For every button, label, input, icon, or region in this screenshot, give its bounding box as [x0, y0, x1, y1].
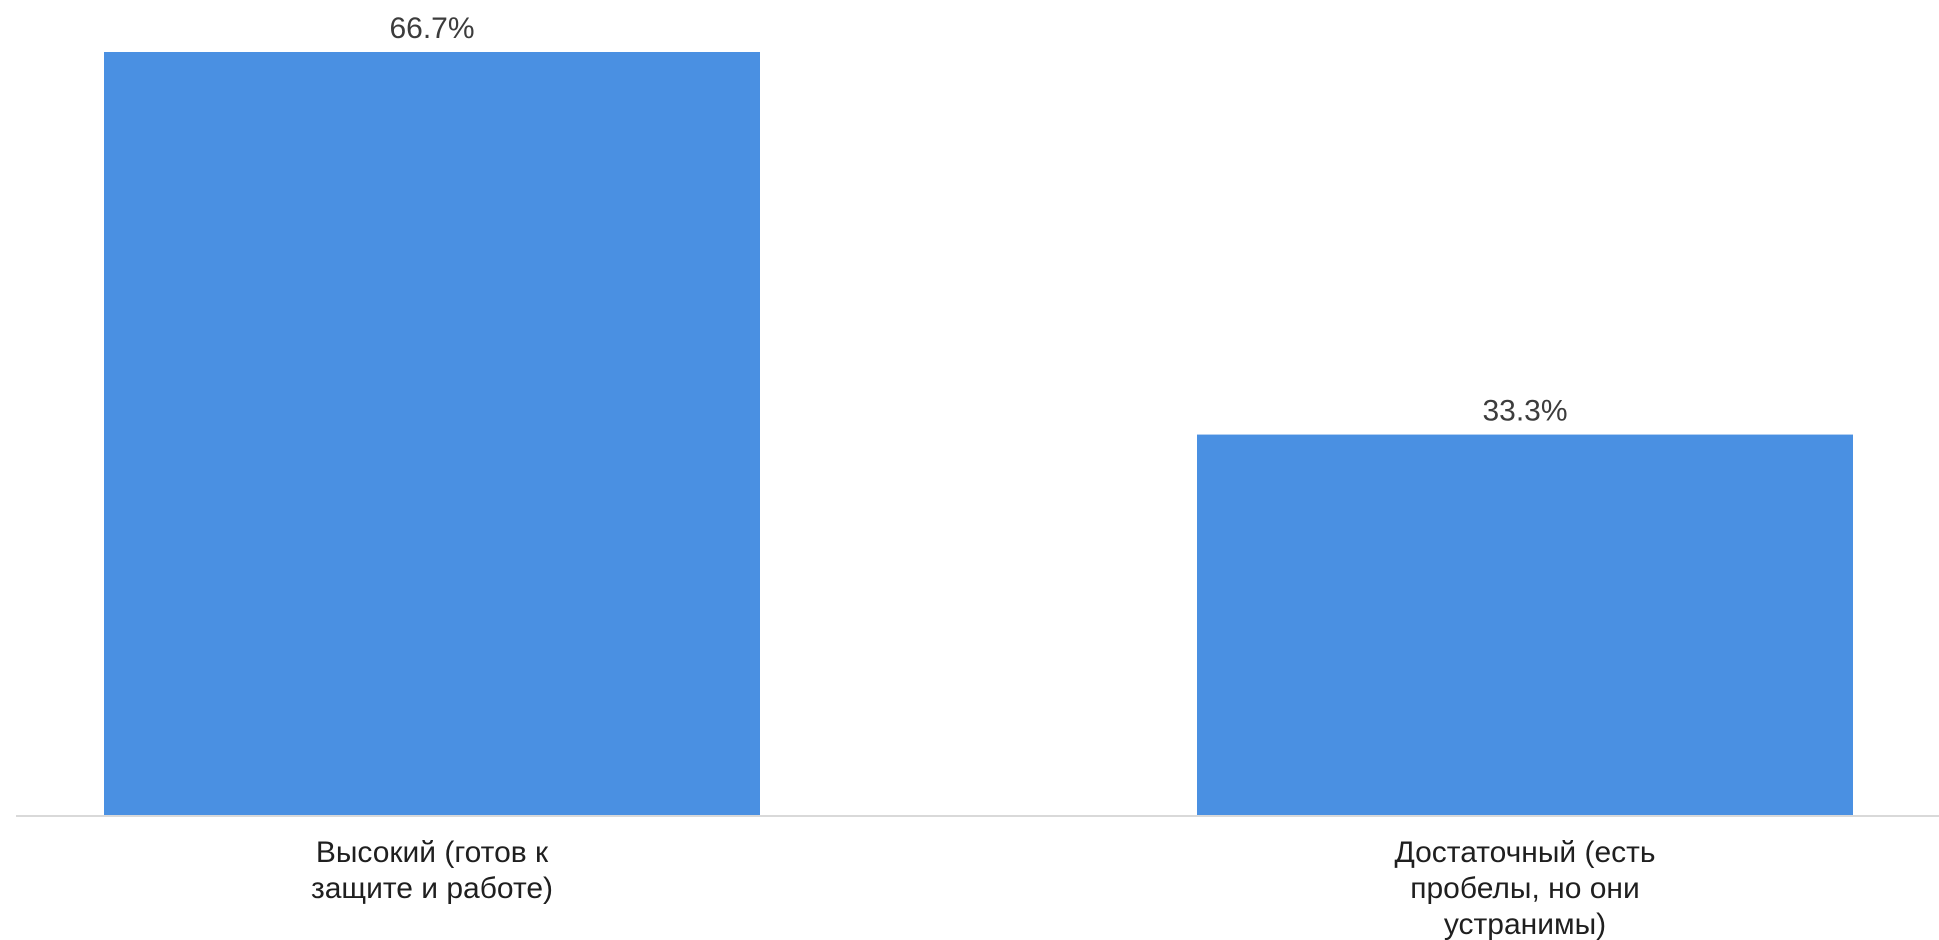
- x-tick-label-2-line-1: Достаточный (есть: [1394, 836, 1655, 869]
- bar-2: [1197, 434, 1853, 816]
- data-label-2: 33.3%: [1482, 395, 1567, 428]
- x-tick-label-1-line-2: защите и работе): [311, 872, 553, 905]
- x-tick-label-2-line-3: устранимы): [1444, 908, 1606, 940]
- data-label-1: 66.7%: [389, 12, 474, 45]
- value-labels-group: 66.7% 33.3%: [389, 12, 1567, 428]
- bars-group: [104, 52, 1853, 816]
- bar-1: [104, 52, 760, 816]
- x-tick-label-1-line-1: Высокий (готов к: [316, 836, 549, 869]
- x-tick-label-2-line-2: пробелы, но они: [1410, 872, 1639, 905]
